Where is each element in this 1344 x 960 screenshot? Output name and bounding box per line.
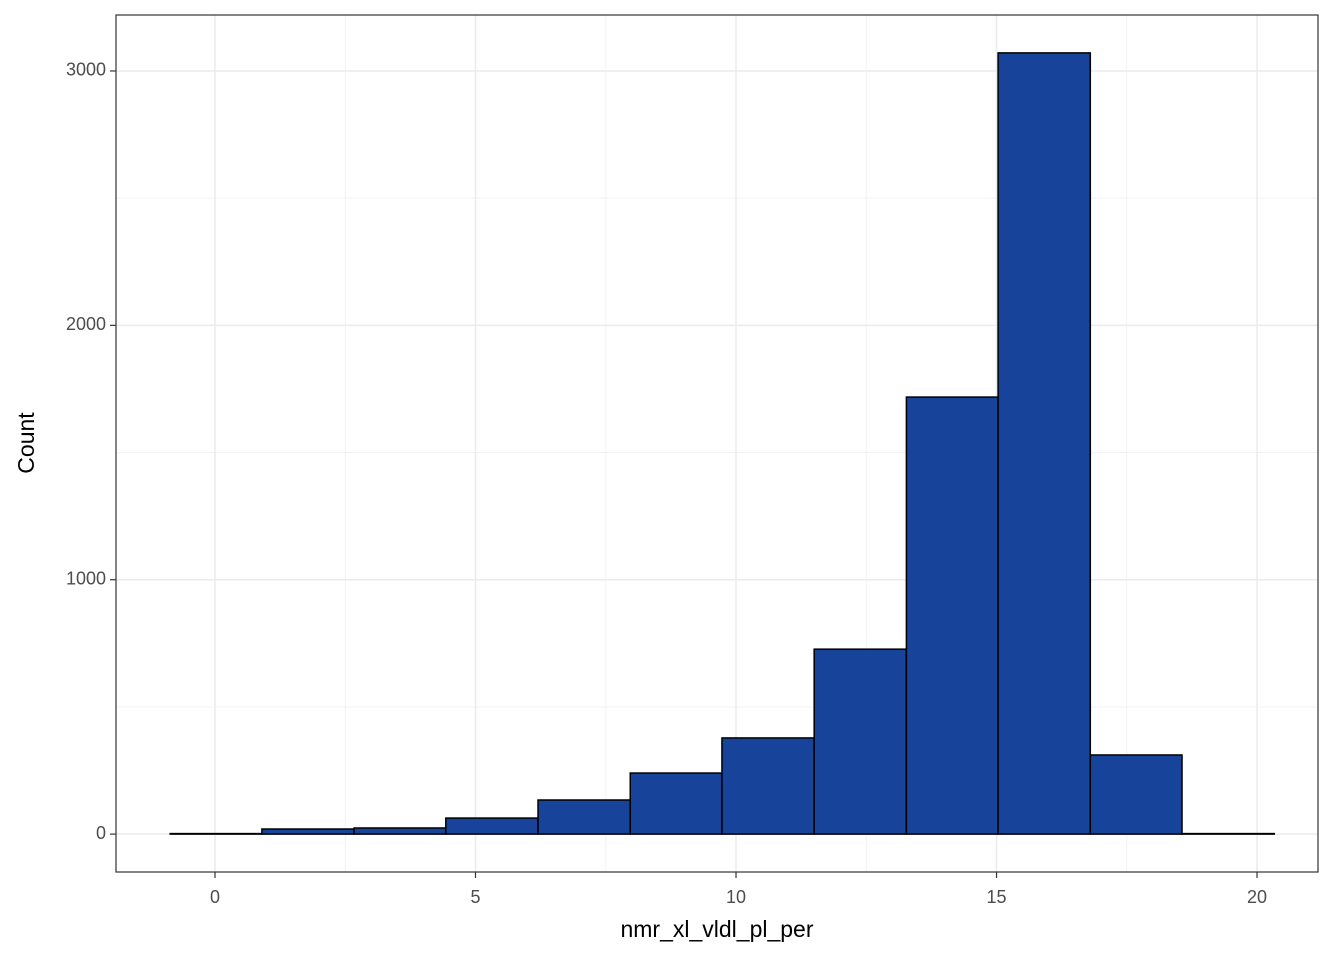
x-tick-label: 5	[470, 887, 480, 907]
bar	[813, 648, 908, 835]
bar	[445, 817, 539, 835]
bar	[261, 828, 355, 835]
bar	[537, 799, 631, 835]
y-tick-label: 3000	[66, 60, 106, 80]
bar	[629, 772, 723, 835]
x-tick-label: 20	[1247, 887, 1267, 907]
bar	[721, 737, 815, 835]
x-axis-title: nmr_xl_vldl_pl_per	[620, 916, 813, 942]
y-tick-label: 2000	[66, 314, 106, 334]
panel-border	[115, 14, 1319, 873]
bar	[353, 827, 447, 835]
y-tick-label: 1000	[66, 568, 106, 588]
bar	[997, 52, 1092, 835]
bar	[169, 832, 263, 835]
bar	[1181, 832, 1275, 835]
x-tick-label: 10	[726, 887, 746, 907]
y-tick-label: 0	[96, 823, 106, 843]
bar	[1089, 754, 1183, 835]
x-tick-label: 15	[987, 887, 1007, 907]
x-tick-label: 0	[210, 887, 220, 907]
bar	[905, 396, 999, 835]
y-axis-title: Count	[13, 412, 39, 474]
